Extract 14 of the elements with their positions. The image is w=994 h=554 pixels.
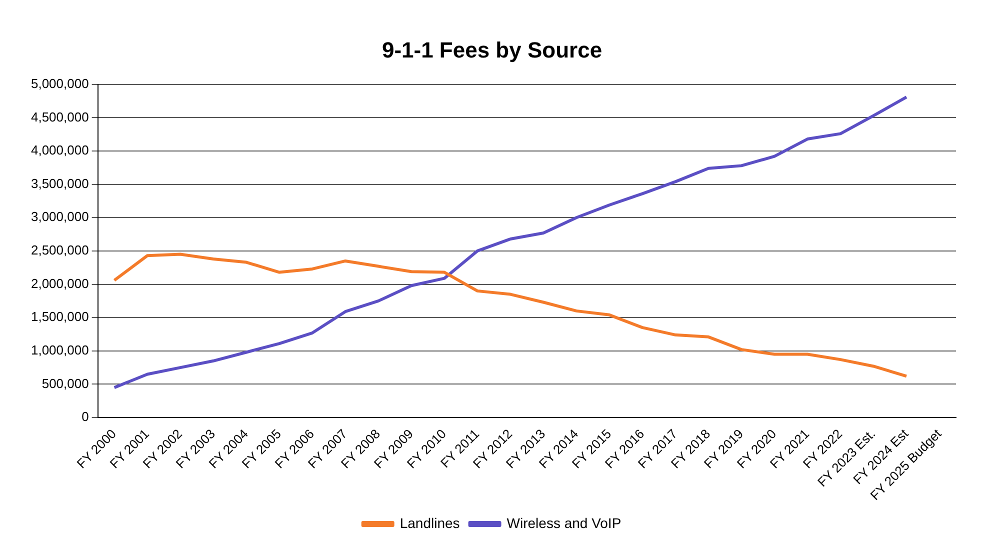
- y-tick-label: 1,500,000: [30, 309, 89, 324]
- y-tick-label: 3,500,000: [30, 176, 89, 191]
- legend-label: Landlines: [400, 514, 460, 531]
- y-tick-label: 1,000,000: [30, 342, 89, 358]
- y-tick-label: 5,000,000: [30, 76, 89, 91]
- y-tick-label: 500,000: [42, 376, 89, 391]
- y-tick-label: 2,000,000: [30, 276, 89, 291]
- legend-label: Wireless and VoIP: [506, 514, 622, 531]
- y-tick-label: 4,000,000: [30, 142, 89, 158]
- y-tick-label: 0: [82, 409, 89, 424]
- y-tick-label: 2,500,000: [30, 242, 89, 258]
- chart-title: 9-1-1 Fees by Source: [382, 37, 602, 62]
- y-tick-label: 4,500,000: [30, 109, 89, 124]
- y-tick-label: 3,000,000: [30, 209, 89, 224]
